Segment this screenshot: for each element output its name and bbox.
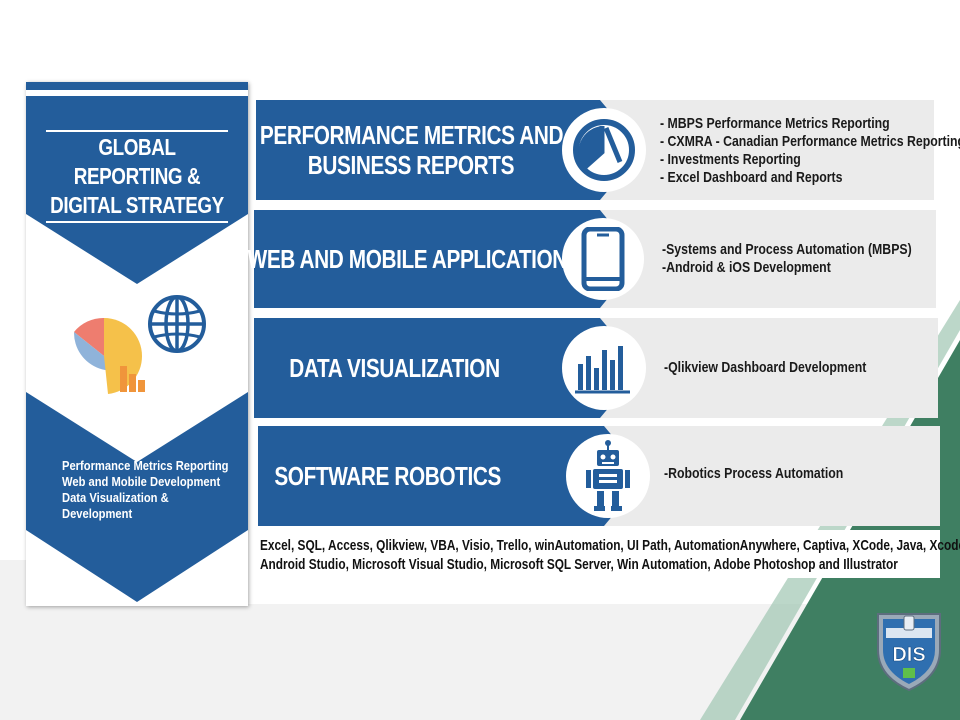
pie-chart-icon xyxy=(573,119,635,181)
tools-line2: Android Studio, Microsoft Visual Studio,… xyxy=(260,556,898,573)
left-list-item: Data Visualization & xyxy=(62,490,169,505)
row-title: SOFTWARE ROBOTICS xyxy=(258,426,518,526)
left-title: GLOBAL REPORTING & DIGITAL STRATEGY xyxy=(26,130,248,223)
row-icon-circle xyxy=(562,218,644,300)
background-side xyxy=(0,560,26,620)
row-item: - Investments Reporting xyxy=(660,151,801,168)
bar-chart-icon xyxy=(575,346,630,394)
row-web-mobile: WEB AND MOBILE APPLICATIONS -Systems and… xyxy=(248,210,936,308)
row-title: PERFORMANCE METRICS AND BUSINESS REPORTS xyxy=(256,100,566,200)
left-list-item: Development xyxy=(62,506,133,521)
left-list-item: Web and Mobile Development xyxy=(62,474,221,489)
row-item: -Qlikview Dashboard Development xyxy=(664,359,867,376)
row-detail-panel xyxy=(600,210,936,308)
row-performance-metrics: PERFORMANCE METRICS AND BUSINESS REPORTS… xyxy=(256,100,960,200)
row-item: -Android & iOS Development xyxy=(662,259,831,276)
row-detail-panel xyxy=(600,318,938,418)
row-item: - CXMRA - Canadian Performance Metrics R… xyxy=(660,133,960,150)
row-title: DATA VISUALIZATION xyxy=(254,318,536,418)
left-capabilities-list: Performance Metrics Reporting Web and Mo… xyxy=(62,458,252,522)
left-panel: GLOBAL REPORTING & DIGITAL STRATEGY Perf… xyxy=(26,82,248,606)
row-title-line2: BUSINESS REPORTS xyxy=(307,150,515,180)
row-item: - MBPS Performance Metrics Reporting xyxy=(660,115,890,132)
row-arrow-banner xyxy=(256,100,642,200)
row-title: WEB AND MOBILE APPLICATIONS xyxy=(248,210,581,308)
row-items: -Robotics Process Automation xyxy=(664,462,883,486)
row-title-line1: DATA VISUALIZATION xyxy=(289,353,501,383)
row-data-visualization: DATA VISUALIZATION -Qlikview Dashboard D… xyxy=(254,318,938,418)
smartphone-icon xyxy=(581,227,625,291)
row-arrow-banner xyxy=(254,318,642,418)
dis-shield-logo: DIS xyxy=(877,613,941,692)
row-arrow-banner xyxy=(258,426,646,526)
tools-list: Excel, SQL, Access, Qlikview, VBA, Visio… xyxy=(256,530,960,578)
row-arrow-banner xyxy=(254,210,640,308)
pie-bar-chart-icon xyxy=(73,317,145,394)
row-icon-circle xyxy=(566,434,650,518)
left-top-bar xyxy=(26,82,248,90)
row-title-line1: PERFORMANCE METRICS AND xyxy=(259,120,563,150)
left-list-item: Performance Metrics Reporting xyxy=(62,458,229,473)
row-detail-panel xyxy=(604,426,940,526)
row-detail-panel xyxy=(600,100,934,200)
dis-logo-text: DIS xyxy=(892,644,925,666)
row-items: -Qlikview Dashboard Development xyxy=(664,356,911,380)
row-software-robotics: SOFTWARE ROBOTICS -Roboti xyxy=(258,426,940,526)
row-items: -Systems and Process Automation (MBPS) -… xyxy=(662,234,960,284)
left-title-line1: GLOBAL REPORTING & xyxy=(73,134,201,189)
row-title-line1: SOFTWARE ROBOTICS xyxy=(274,461,502,491)
row-items: - MBPS Performance Metrics Reporting - C… xyxy=(660,112,960,190)
robot-icon xyxy=(586,440,630,511)
row-item: - Excel Dashboard and Reports xyxy=(660,169,843,186)
globe-icon xyxy=(148,295,206,353)
row-icon-circle xyxy=(562,108,646,192)
tools-line1: Excel, SQL, Access, Qlikview, VBA, Visio… xyxy=(260,537,960,554)
left-chevron-shapes xyxy=(26,96,248,602)
left-title-line2: DIGITAL STRATEGY xyxy=(50,192,224,218)
row-item: -Systems and Process Automation (MBPS) xyxy=(662,241,912,258)
row-item: -Robotics Process Automation xyxy=(664,465,844,482)
row-icon-circle xyxy=(562,326,646,410)
row-title-line1: WEB AND MOBILE APPLICATIONS xyxy=(247,244,581,274)
